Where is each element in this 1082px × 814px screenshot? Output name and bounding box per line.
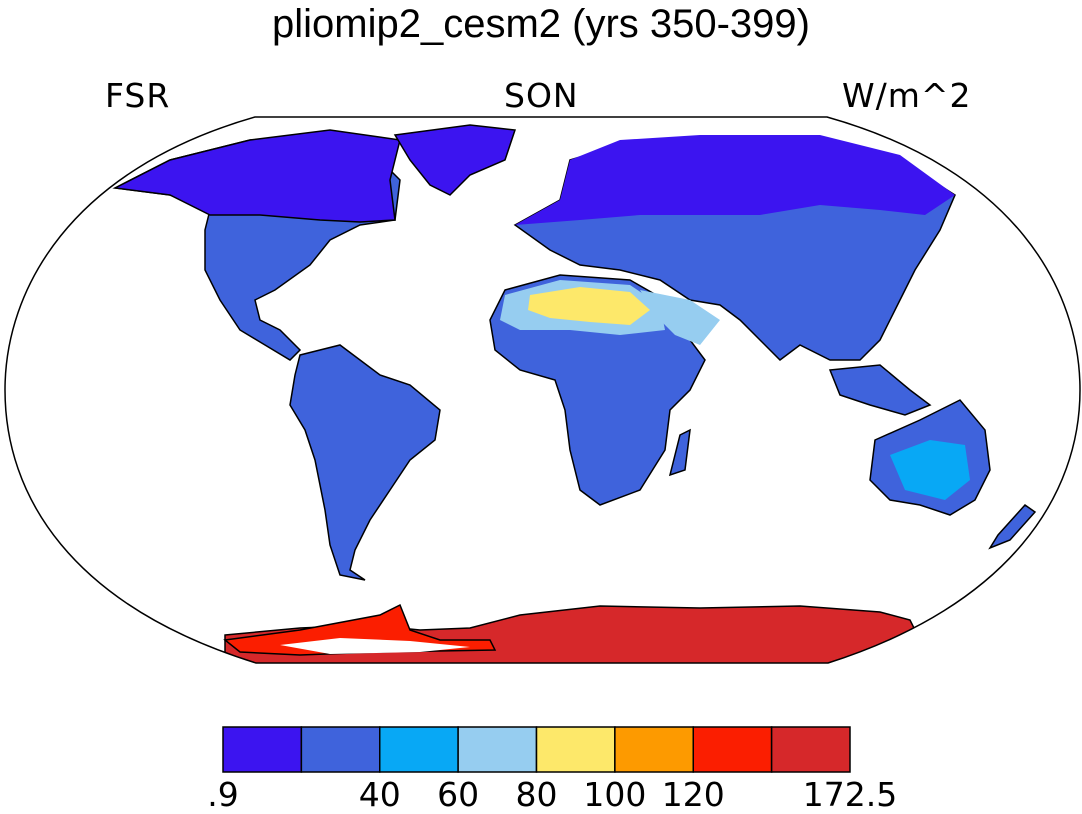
colorbar-swatch-5 [614, 726, 694, 773]
units-label: W/m^2 [842, 76, 972, 115]
colorbar-label: 172.5 [802, 775, 898, 814]
colorbar-label: 120 [661, 775, 725, 814]
land-fill [112, 124, 1037, 663]
colorbar-swatch-2 [379, 726, 459, 773]
colorbar [222, 726, 851, 773]
colorbar-label: .9 [207, 775, 239, 814]
ice-shelf [280, 638, 470, 654]
australia-interior [890, 440, 970, 500]
south-america [289, 344, 441, 581]
colorbar-swatch-7 [770, 726, 851, 773]
north-america-arctic [112, 129, 401, 223]
plot-title: pliomip2_cesm2 (yrs 350-399) [271, 2, 810, 46]
siberia [515, 135, 955, 225]
colorbar-label: 80 [515, 775, 558, 814]
colorbar-swatch-1 [300, 726, 381, 773]
map-boundary [4, 116, 1081, 664]
variable-label: FSR [105, 76, 171, 115]
colorbar-label: 40 [358, 775, 401, 814]
greenland [393, 124, 517, 196]
madagascar [668, 428, 691, 477]
new-zealand [988, 504, 1037, 550]
season-label: SON [504, 76, 579, 115]
colorbar-swatch-0 [222, 726, 303, 773]
arabia [640, 290, 720, 345]
colorbar-label: 100 [583, 775, 647, 814]
colorbar-swatch-6 [692, 726, 773, 773]
colorbar-label: 60 [437, 775, 480, 814]
colorbar-swatch-3 [457, 726, 538, 773]
colorbar-swatch-4 [535, 726, 616, 773]
antarctic-peninsula [223, 603, 497, 656]
sahara-bright [528, 287, 650, 325]
maritime-continent [828, 364, 932, 416]
